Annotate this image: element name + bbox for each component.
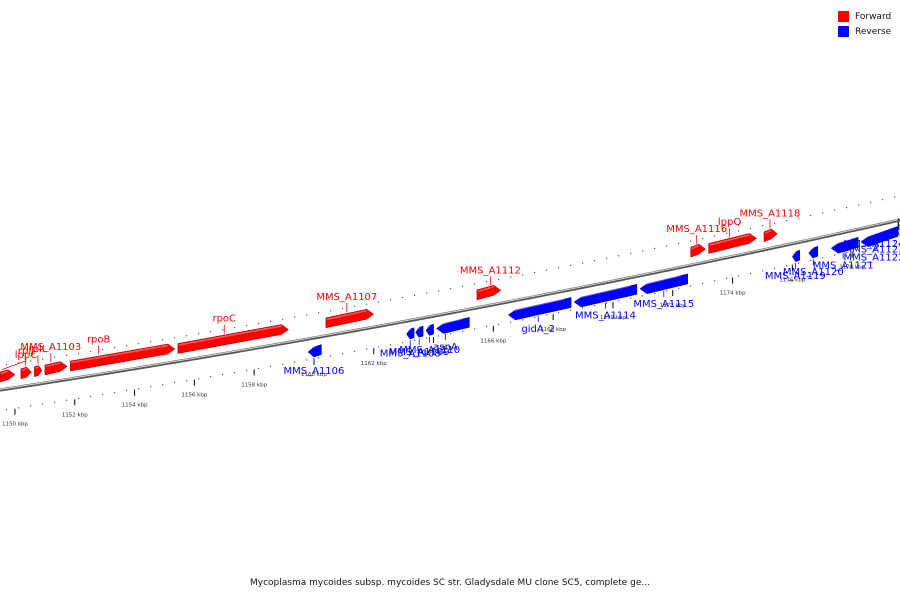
- gene-arrow-mms-a1112[interactable]: [476, 285, 502, 301]
- gene-label: MMS_A1122: [844, 253, 900, 264]
- dotted-scale: [6, 196, 896, 411]
- gene-arrow-mms-a1118[interactable]: [763, 228, 778, 243]
- tick-label: 1166 kbp: [480, 339, 506, 345]
- legend-reverse: Reverse: [838, 24, 891, 39]
- tick-label: 1154 kbp: [122, 403, 148, 409]
- legend-forward: Forward: [838, 9, 891, 24]
- gene-label: lppQ: [718, 217, 741, 228]
- gene-label: MMS_A1120: [783, 267, 844, 278]
- gene-arrow-mms-a1115[interactable]: [639, 273, 688, 294]
- gene-arrow-mms-a1116[interactable]: [690, 243, 707, 258]
- tick-label: 1176 kbp: [779, 278, 805, 284]
- gene-arrow-rpob[interactable]: [70, 343, 176, 372]
- tick-label: 1158 kbp: [241, 382, 267, 388]
- gene-arrow-mms-a1103[interactable]: [44, 361, 68, 376]
- gene-label: MMS_A1121: [813, 261, 874, 272]
- gene-arrow-mms-a1124[interactable]: [897, 217, 900, 231]
- tick-label: 1168 kbp: [540, 327, 566, 333]
- gene-label: gidA_2: [521, 324, 555, 335]
- tick-label: 1174 kbp: [720, 290, 746, 296]
- gene-features: [0, 217, 900, 383]
- kbp-ticks: 1150 kbp 1152 kbp 1154 kbp 1156 kbp 1158 kbp…: [2, 251, 866, 428]
- gene-label: MMS_A1106: [284, 366, 345, 377]
- tick-label: 1178 kbp: [839, 265, 865, 271]
- gene-label: MMS_A1115: [633, 299, 694, 310]
- legend: Forward Reverse: [838, 9, 891, 39]
- gene-arrow-lppc[interactable]: [0, 369, 16, 383]
- tick-label: 1172 kbp: [660, 303, 686, 309]
- forward-swatch: [838, 11, 849, 22]
- gene-label: rplJ: [18, 346, 34, 357]
- reverse-swatch: [838, 26, 849, 37]
- gene-arrow-mms-a1122[interactable]: [860, 225, 899, 247]
- gene-label: rplL: [29, 344, 48, 355]
- sequence-caption: Mycoplasma mycoides subsp. mycoides SC s…: [250, 578, 650, 588]
- gene-arrow-mms-a1107[interactable]: [325, 308, 375, 329]
- gene-arrow-mms-a1120[interactable]: [808, 245, 819, 259]
- gene-label: lppC: [15, 350, 37, 361]
- gene-arrow-mms-a1114[interactable]: [573, 283, 638, 308]
- gene-arrow-gida-2[interactable]: [507, 297, 572, 321]
- gene-arrow-mms-a1109[interactable]: [415, 325, 424, 338]
- tick-label: 1160 kbp: [301, 372, 327, 378]
- legend-reverse-label: Reverse: [855, 26, 892, 37]
- gene-arrow-lppq[interactable]: [708, 233, 757, 254]
- gene-arrow-rpll[interactable]: [34, 365, 43, 378]
- tick-label: 1170 kbp: [600, 315, 626, 321]
- gene-label: MMS_A1109: [389, 347, 450, 358]
- gene-arrow-mms-a1106[interactable]: [307, 344, 322, 358]
- gene-arrow-mms-a1119[interactable]: [792, 249, 801, 263]
- gene-label: asnA: [433, 342, 458, 353]
- tick-label: 1152 kbp: [62, 412, 88, 418]
- gene-label: rpoB: [87, 334, 111, 345]
- gene-label: MMS_A1114: [575, 311, 636, 322]
- gene-label: MMS_A1108: [380, 348, 441, 359]
- tick-label: 1162 kbp: [361, 361, 387, 367]
- gene-arrow-asna[interactable]: [436, 316, 470, 334]
- gene-label: MMS_A1124: [844, 239, 900, 250]
- gene-arrow-mms-a1121[interactable]: [830, 236, 859, 254]
- legend-forward-label: Forward: [855, 11, 892, 22]
- tick-label: 1164 kbp: [421, 350, 447, 356]
- tick-label: 1156 kbp: [181, 393, 207, 399]
- gene-label: MMS_A1107: [316, 292, 377, 303]
- gene-label: rpoC: [212, 314, 236, 325]
- gene-label: MMS_A1116: [666, 224, 727, 235]
- gene-label: MMS_A1123: [844, 244, 900, 255]
- gene-arrow-mms-a1110[interactable]: [425, 323, 434, 336]
- gene-arrow-rplj[interactable]: [20, 366, 32, 380]
- tick-label: 1150 kbp: [2, 422, 28, 428]
- gene-label: MMS_A1110: [399, 345, 460, 356]
- genome-backbone: [0, 218, 900, 392]
- gene-label: MMS_A1112: [460, 265, 521, 276]
- gene-label: MMS_A1103: [20, 342, 81, 353]
- gene-arrow-mms-a1108[interactable]: [406, 327, 415, 340]
- gene-arrow-rpoc[interactable]: [177, 324, 289, 354]
- gene-label: MMS_A1118: [739, 209, 800, 220]
- gene-label: MMS_A1119: [765, 271, 826, 282]
